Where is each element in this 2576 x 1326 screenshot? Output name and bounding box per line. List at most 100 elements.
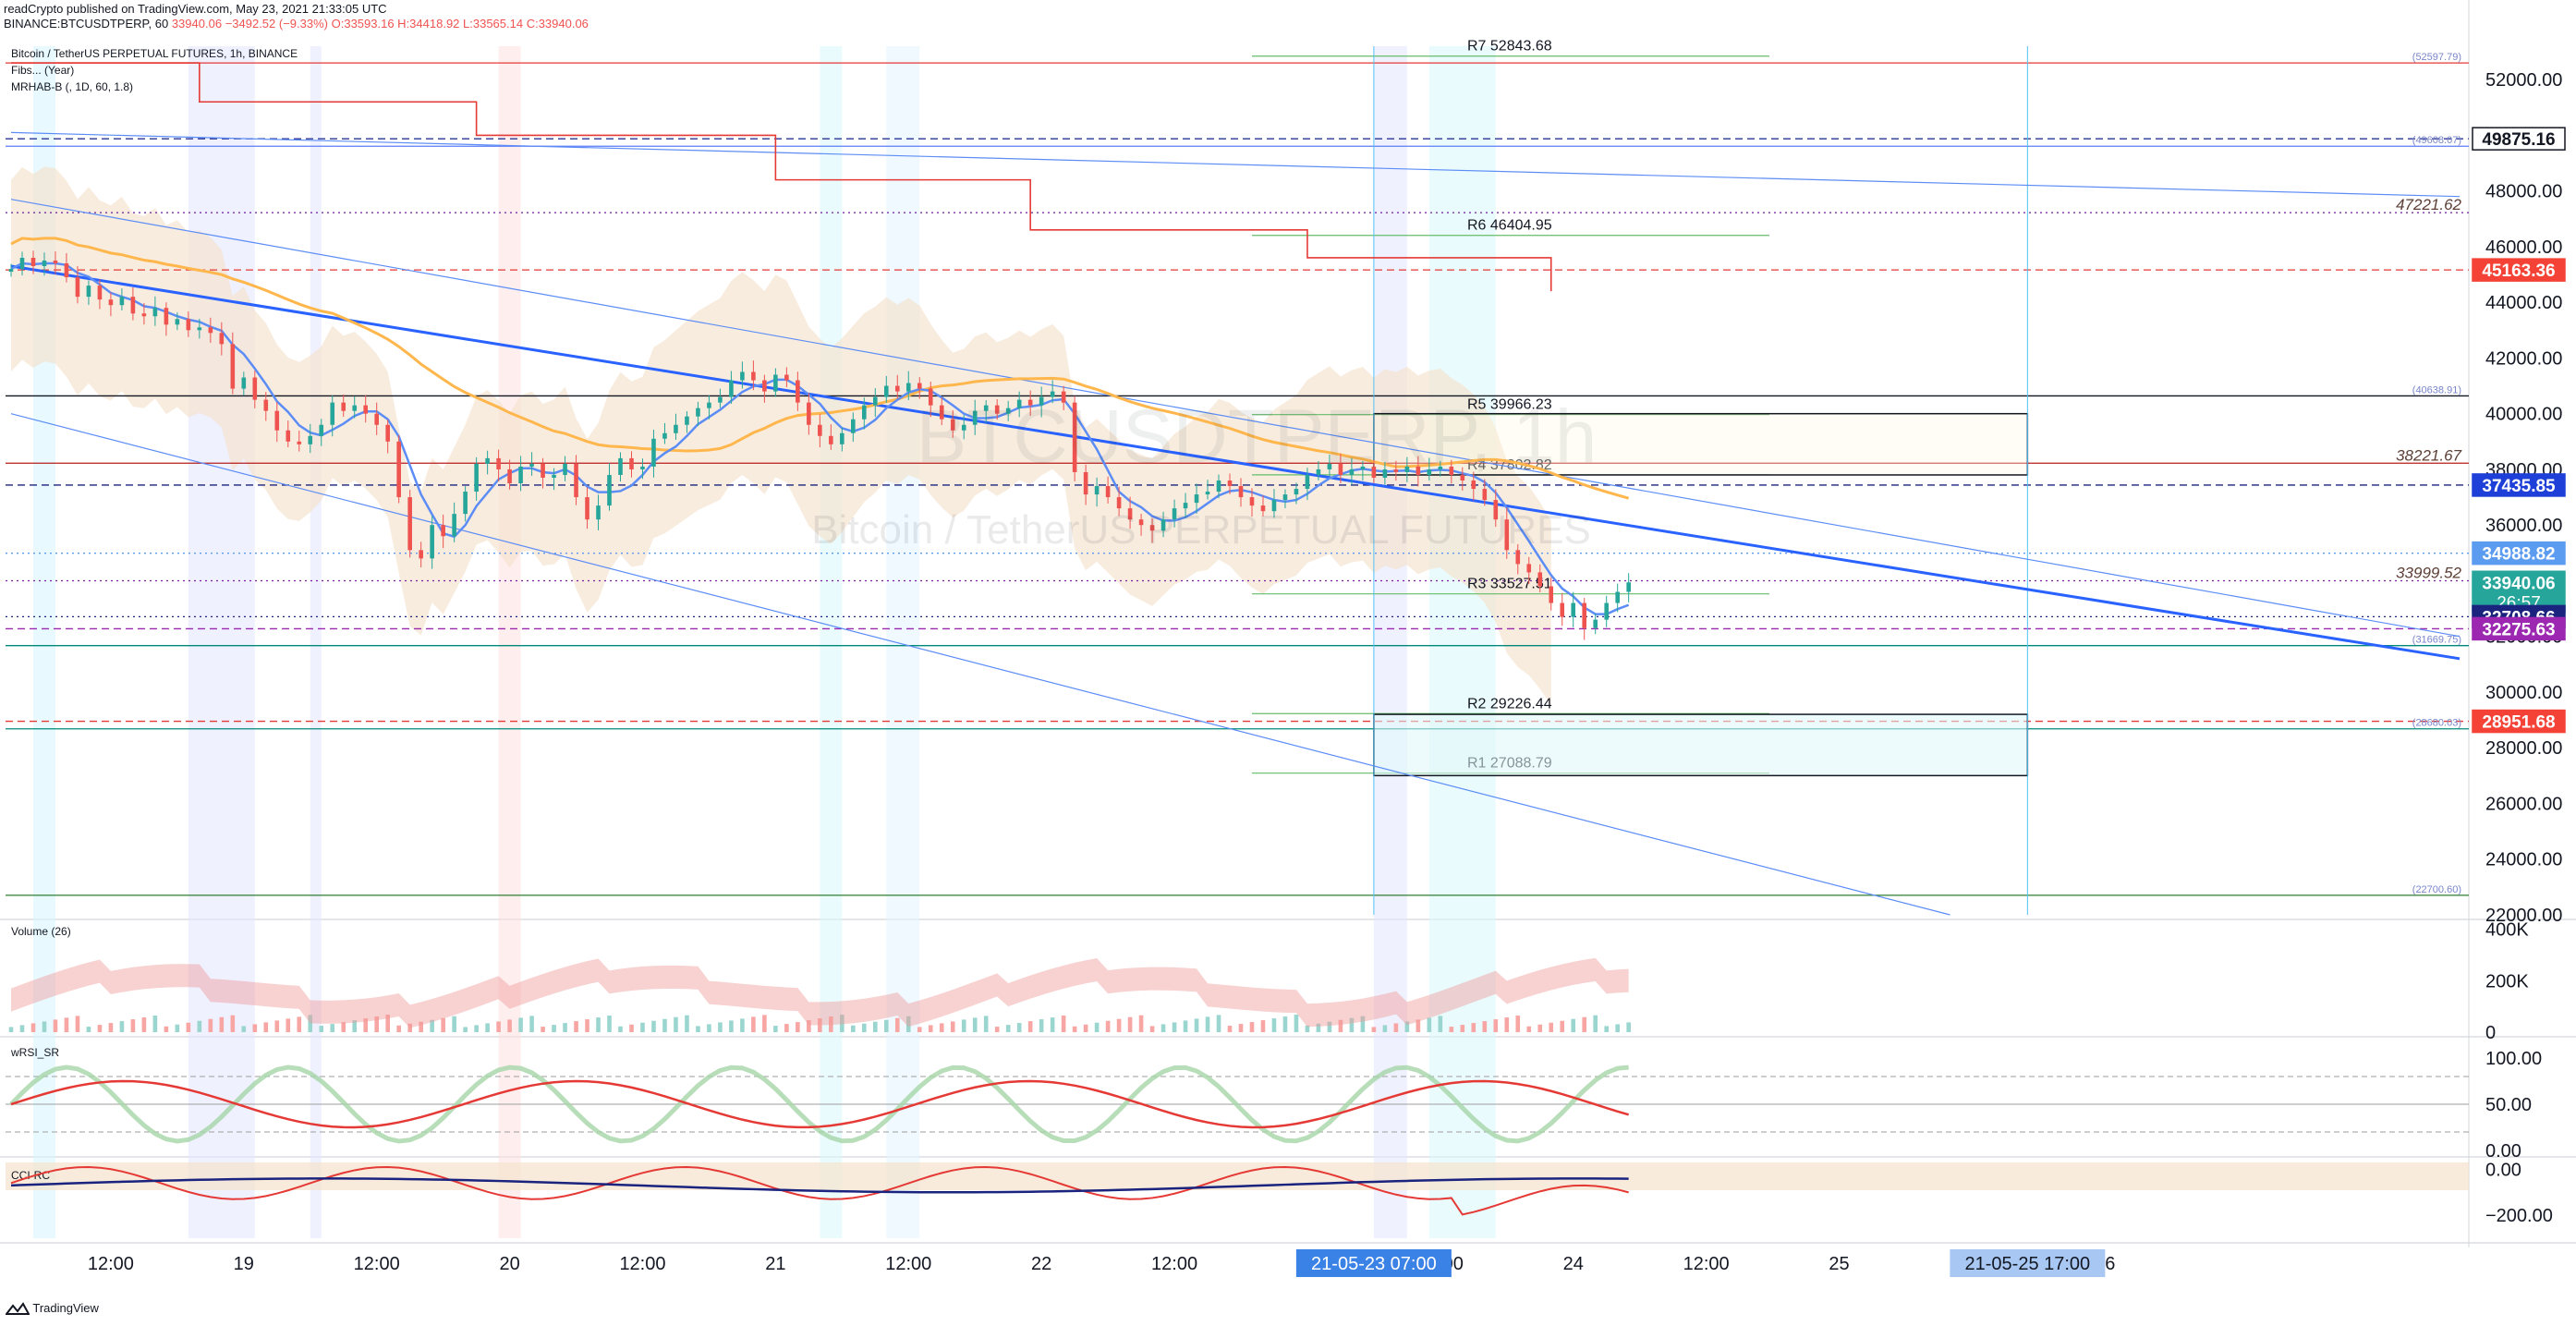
volume-bar <box>208 1018 213 1032</box>
candle-body <box>894 385 900 392</box>
volume-bar <box>485 1023 490 1032</box>
pivot-label: R7 52843.68 <box>1467 39 1552 55</box>
volume-bar <box>1050 1017 1055 1032</box>
volume-bar <box>1316 1023 1321 1032</box>
symbol-name[interactable]: BINANCE:BTCUSDTPERP, 60 <box>4 17 169 30</box>
volume-bar <box>662 1018 667 1032</box>
candle-body <box>219 333 225 345</box>
candle-body <box>1050 391 1055 397</box>
candle-body <box>1382 468 1388 478</box>
candle-body <box>1149 525 1155 531</box>
indicator-mrhab-label: MRHAB-B (, 1D, 60, 1.8) <box>11 80 133 93</box>
tradingview-logo[interactable]: TradingView <box>4 1301 99 1317</box>
blue-moving-average <box>10 262 1630 615</box>
wrsi-tick-label: 100.00 <box>2485 1049 2542 1069</box>
tradingview-logo-icon <box>4 1301 30 1315</box>
price-axis-badge-text: 49875.16 <box>2482 130 2555 150</box>
candle-body <box>463 492 468 515</box>
candle-body <box>1593 619 1598 628</box>
pivot-label: R5 39966.23 <box>1467 397 1552 413</box>
candle-body <box>441 525 445 537</box>
candle-body <box>740 371 745 381</box>
volume-bar <box>430 1019 434 1032</box>
volume-bar <box>674 1016 678 1032</box>
price-axis-badge <box>2472 616 2566 641</box>
candle-body <box>197 327 202 331</box>
candle-body <box>1515 550 1521 565</box>
price-axis-badge-text: 28951.68 <box>2482 713 2555 733</box>
candle-body <box>241 377 247 389</box>
candle-body <box>529 463 534 467</box>
volume-bar <box>618 1026 623 1032</box>
volume-bar <box>1260 1020 1266 1032</box>
volume-bar <box>563 1023 567 1032</box>
volume-bar <box>64 1017 69 1032</box>
volume-bar <box>507 1019 512 1032</box>
price-axis-badge <box>2472 709 2566 734</box>
candle-body <box>1493 500 1499 520</box>
volume-bar <box>1493 1019 1499 1032</box>
indicator-fibs-label: Fibs... (Year) <box>11 64 74 77</box>
price-tick-label: 22000.00 <box>2485 906 2562 926</box>
time-tick-label: 12:00 <box>1151 1254 1197 1274</box>
volume-bar <box>1282 1016 1288 1032</box>
candle-body <box>1360 466 1366 469</box>
price-tick-label: 36000.00 <box>2485 516 2562 536</box>
candle-body <box>862 405 867 420</box>
volume-bar <box>1160 1024 1166 1032</box>
volume-bar <box>19 1025 25 1032</box>
price-axis-badge <box>2472 541 2566 566</box>
pivot-label: R2 29226.44 <box>1467 696 1552 712</box>
candle-body <box>905 383 911 392</box>
volume-bar <box>1305 1025 1310 1032</box>
candle-body <box>1582 602 1587 628</box>
volume-bar <box>474 1025 479 1032</box>
candle-body <box>518 466 523 484</box>
time-cursor-badge: 21-05-23 07:00 <box>1295 1249 1452 1277</box>
volume-bar <box>640 1022 645 1032</box>
candle-body <box>363 405 369 414</box>
candle-body <box>1404 466 1410 472</box>
candle-body <box>1072 402 1077 472</box>
trend-line <box>10 199 2461 638</box>
candle-body <box>396 441 401 498</box>
candle-body <box>840 432 844 444</box>
volume-bar <box>164 1026 169 1032</box>
candle-body <box>1216 481 1221 493</box>
level-price-label: (49608.07) <box>2412 135 2461 146</box>
candle-body <box>829 435 833 444</box>
volume-bar <box>972 1017 978 1032</box>
candle-body <box>618 457 623 475</box>
volume-tick-label: 400K <box>2485 920 2529 941</box>
level-price-label: (52597.79) <box>2412 52 2461 63</box>
candle-body <box>252 377 258 400</box>
candle-body <box>507 468 512 484</box>
price-tick-label: 30000.00 <box>2485 683 2562 703</box>
symbol-watermark-description: Bitcoin / TetherUS PERPETUAL FUTURES <box>811 507 1591 553</box>
volume-bar <box>152 1016 158 1032</box>
candle-body <box>718 396 723 403</box>
time-tick-label: 21 <box>765 1254 785 1274</box>
trend-line <box>10 413 1950 916</box>
candle-body <box>1482 489 1488 501</box>
candle-body <box>86 286 91 298</box>
volume-bar <box>1294 1015 1299 1032</box>
volume-bar <box>829 1016 833 1032</box>
candle-body <box>1027 399 1033 406</box>
price-tick-label: 42000.00 <box>2485 348 2562 369</box>
session-highlight <box>886 46 920 1238</box>
volume-bar <box>1482 1021 1488 1032</box>
candle-body <box>385 424 390 442</box>
candle-body <box>651 438 656 467</box>
volume-bar <box>552 1025 556 1032</box>
candle-body <box>64 263 69 278</box>
volume-bar <box>1138 1015 1144 1032</box>
candle-body <box>1537 572 1543 587</box>
volume-bar <box>574 1021 578 1032</box>
volume-bar <box>696 1026 700 1032</box>
volume-bar <box>1027 1021 1033 1032</box>
time-tick-label: 12:00 <box>885 1254 931 1274</box>
price-axis-badge-text: 45163.36 <box>2482 262 2555 281</box>
candle-body <box>994 405 1000 414</box>
